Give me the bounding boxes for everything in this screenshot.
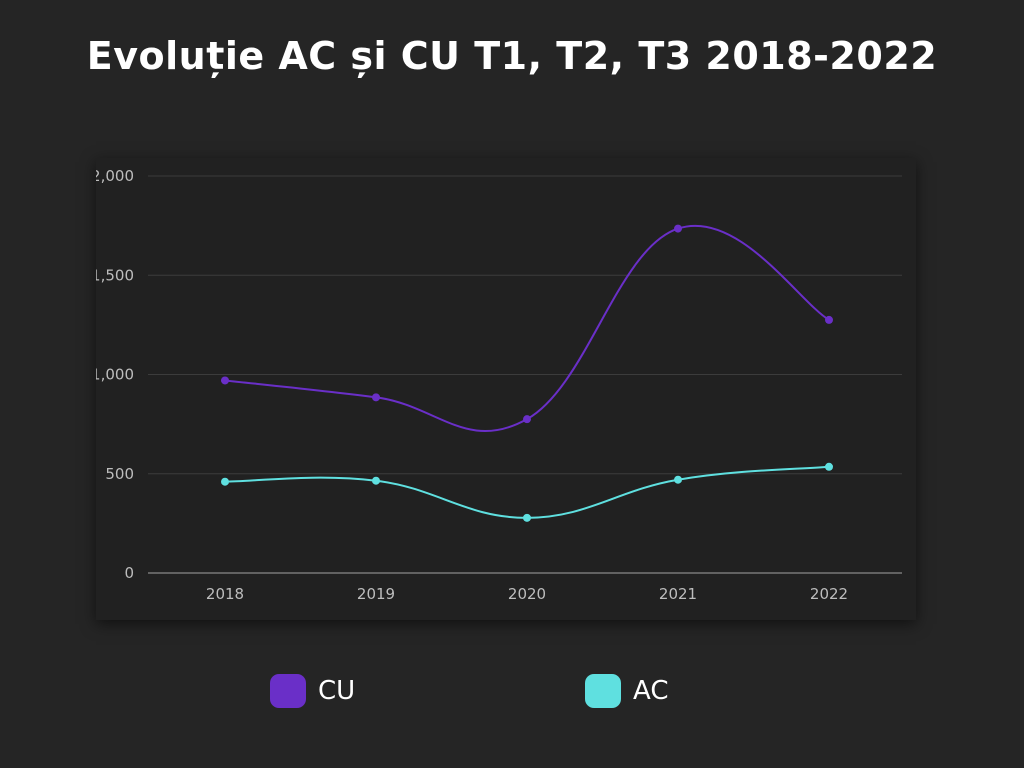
y-tick-label: 2,000 — [96, 167, 134, 185]
data-point-cu — [825, 315, 833, 324]
data-point-cu — [523, 415, 531, 424]
x-tick-label: 2022 — [810, 585, 848, 603]
data-point-ac — [221, 477, 229, 486]
legend-label-ac: AC — [633, 676, 669, 706]
grid-lines — [148, 175, 902, 574]
x-tick-label: 2021 — [659, 585, 697, 603]
x-tick-label: 2019 — [357, 585, 395, 603]
y-axis-ticks: 0 500 1,000 1,500 2,000 — [96, 167, 134, 582]
chart-title: Evoluție AC și CU T1, T2, T3 2018-2022 — [86, 34, 938, 78]
legend: CU AC — [0, 672, 1024, 712]
series-line-cu — [224, 225, 830, 432]
data-point-ac — [372, 476, 380, 485]
legend-label-cu: CU — [318, 676, 356, 706]
data-point-ac — [674, 475, 682, 484]
x-tick-label: 2020 — [508, 585, 546, 603]
data-points — [221, 224, 833, 522]
series-line-ac — [224, 465, 830, 519]
y-tick-label: 1,500 — [96, 266, 134, 284]
data-point-ac — [825, 462, 833, 471]
legend-item-cu: CU — [270, 672, 355, 710]
y-tick-label: 0 — [124, 564, 134, 582]
legend-swatch-ac — [585, 674, 621, 708]
data-point-ac — [523, 513, 531, 522]
data-point-cu — [221, 376, 229, 385]
y-tick-label: 500 — [105, 465, 134, 483]
data-point-cu — [674, 224, 682, 233]
legend-swatch-cu — [270, 674, 306, 708]
data-point-cu — [372, 393, 380, 402]
x-tick-label: 2018 — [206, 585, 244, 603]
x-axis-ticks: 2018 2019 2020 2021 2022 — [206, 585, 848, 603]
y-tick-label: 1,000 — [96, 366, 134, 384]
legend-item-ac: AC — [585, 672, 668, 710]
line-chart: 0 500 1,000 1,500 2,000 2018 2019 2020 2021 2022 — [96, 167, 902, 603]
chart-panel: 0 500 1,000 1,500 2,000 2018 2019 2020 2021 2022 — [96, 158, 916, 620]
